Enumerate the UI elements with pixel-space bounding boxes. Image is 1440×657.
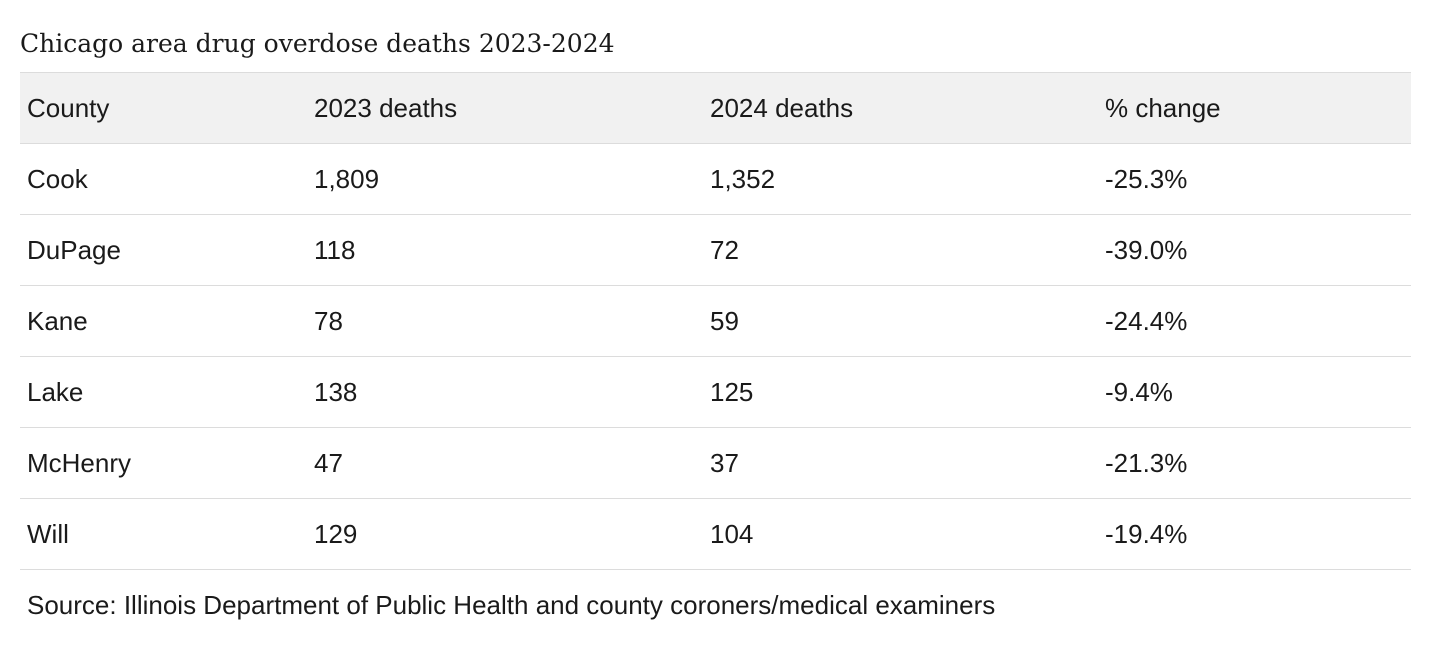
cell-county: Will <box>20 498 307 570</box>
column-header-2023-deaths: 2023 deaths <box>307 72 703 144</box>
cell-percent-change: -39.0% <box>1098 214 1411 286</box>
cell-county: Kane <box>20 285 307 357</box>
cell-2024-deaths: 125 <box>703 356 1098 428</box>
table-row: McHenry 47 37 -21.3% <box>20 427 1411 499</box>
cell-2023-deaths: 47 <box>307 427 703 499</box>
cell-2023-deaths: 129 <box>307 498 703 570</box>
cell-percent-change: -9.4% <box>1098 356 1411 428</box>
cell-percent-change: -24.4% <box>1098 285 1411 357</box>
table-row: Will 129 104 -19.4% <box>20 498 1411 570</box>
cell-county: McHenry <box>20 427 307 499</box>
cell-2023-deaths: 1,809 <box>307 143 703 215</box>
source-note: Source: Illinois Department of Public He… <box>27 590 996 620</box>
cell-county: DuPage <box>20 214 307 286</box>
cell-2024-deaths: 72 <box>703 214 1098 286</box>
overdose-deaths-table: County 2023 deaths 2024 deaths % change … <box>20 72 1411 570</box>
table-header-row: County 2023 deaths 2024 deaths % change <box>20 72 1411 144</box>
cell-2023-deaths: 138 <box>307 356 703 428</box>
column-header-2024-deaths: 2024 deaths <box>703 72 1098 144</box>
cell-2023-deaths: 118 <box>307 214 703 286</box>
cell-2023-deaths: 78 <box>307 285 703 357</box>
table-row: Cook 1,809 1,352 -25.3% <box>20 143 1411 215</box>
table-row: Lake 138 125 -9.4% <box>20 356 1411 428</box>
cell-2024-deaths: 37 <box>703 427 1098 499</box>
cell-2024-deaths: 104 <box>703 498 1098 570</box>
column-header-county: County <box>20 72 307 144</box>
cell-county: Cook <box>20 143 307 215</box>
column-header-percent-change: % change <box>1098 72 1411 144</box>
cell-county: Lake <box>20 356 307 428</box>
cell-percent-change: -21.3% <box>1098 427 1411 499</box>
cell-2024-deaths: 1,352 <box>703 143 1098 215</box>
cell-percent-change: -19.4% <box>1098 498 1411 570</box>
table-title: Chicago area drug overdose deaths 2023-2… <box>20 29 615 58</box>
cell-percent-change: -25.3% <box>1098 143 1411 215</box>
cell-2024-deaths: 59 <box>703 285 1098 357</box>
table-row: Kane 78 59 -24.4% <box>20 285 1411 357</box>
table-row: DuPage 118 72 -39.0% <box>20 214 1411 286</box>
